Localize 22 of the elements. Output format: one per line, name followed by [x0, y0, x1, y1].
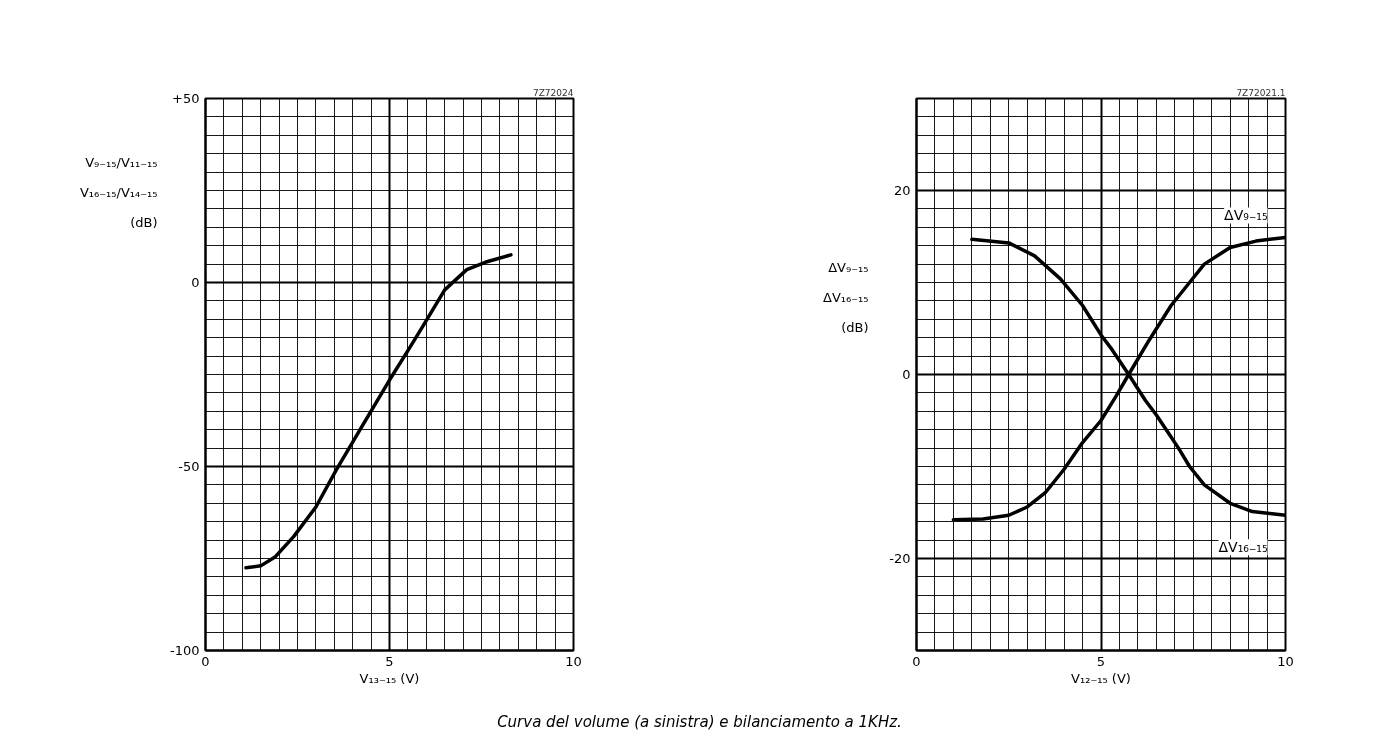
- y-tick-label: 0: [191, 275, 200, 290]
- y-tick-label: -20: [889, 551, 911, 566]
- y-tick-label: 0: [902, 367, 911, 382]
- y-tick-label: -100: [170, 643, 200, 658]
- x-tick-label: 5: [1096, 653, 1106, 669]
- x-tick-label: 10: [565, 653, 582, 669]
- x-tick-label: 10: [1277, 653, 1294, 669]
- text: 7Z72024: [532, 87, 574, 98]
- y-tick-label: -50: [178, 459, 200, 474]
- y-axis-title: ΔV₉₋₁₅ ΔV₁₆₋₁₅ (dB): [823, 259, 869, 335]
- x-axis-title: V₁₃₋₁₅ (V): [359, 670, 420, 686]
- text: 7Z72021.1: [1236, 87, 1286, 98]
- y-tick-label: +50: [172, 91, 200, 106]
- y-tick-label: 20: [893, 183, 911, 198]
- x-axis-title: V₁₂₋₁₅ (V): [1071, 670, 1131, 686]
- x-tick-label: 0: [201, 653, 210, 669]
- text: Curva del volume (a sinistra) e bilanciamento a 1KHz.: [497, 712, 902, 731]
- x-tick-label: 5: [385, 653, 394, 669]
- x-tick-label: 0: [912, 653, 921, 669]
- y-axis-title: V₉₋₁₅/V₁₁₋₁₅ V₁₆₋₁₅/V₁₄₋₁₅ (dB): [79, 154, 158, 230]
- series-label: ΔV₉₋₁₅: [1224, 207, 1268, 224]
- series-label: ΔV₁₆₋₁₅: [1218, 539, 1268, 556]
